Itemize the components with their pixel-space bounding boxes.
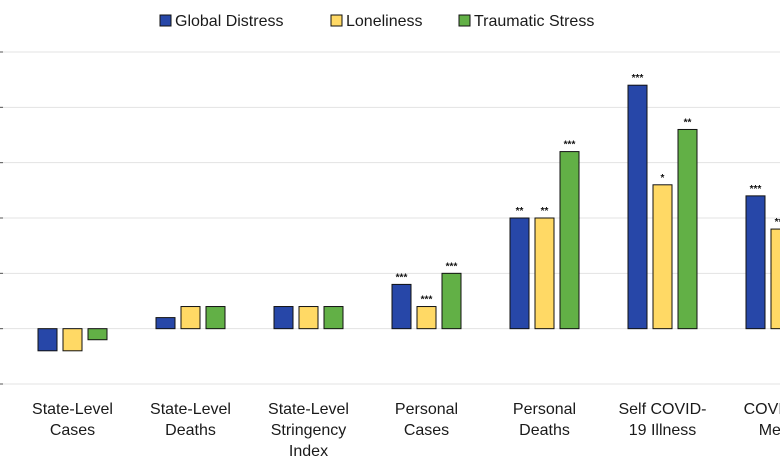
category-label: Deaths <box>519 422 570 439</box>
bar-loneliness <box>534 217 555 330</box>
bar-global-distress <box>391 283 412 330</box>
category-label: Self COVID- <box>618 401 706 418</box>
bar-global-distress <box>37 328 58 352</box>
category-label: Personal <box>513 401 576 418</box>
legend-swatch <box>458 14 471 27</box>
bar-traumatic-stress <box>441 272 462 330</box>
category-label: State-Level <box>32 401 113 418</box>
category-label: 19 Illness <box>629 422 697 439</box>
legend-label: Traumatic Stress <box>474 13 594 30</box>
bar-global-distress <box>273 306 294 330</box>
bar-global-distress <box>745 195 766 330</box>
significance-label: *** <box>446 261 458 272</box>
bar-loneliness <box>652 184 673 330</box>
bar-traumatic-stress <box>87 328 108 341</box>
significance-label: *** <box>750 184 762 195</box>
significance-label: ** <box>684 117 692 128</box>
category-label: Media <box>759 422 780 439</box>
bar-traumatic-stress <box>205 306 226 330</box>
significance-label: *** <box>564 140 576 151</box>
category-label: Cases <box>50 422 95 439</box>
category-label: Deaths <box>165 422 216 439</box>
legend-label: Global Distress <box>175 13 283 30</box>
category-label: Cases <box>404 422 449 439</box>
category-label: Personal <box>395 401 458 418</box>
bar-loneliness <box>62 328 83 352</box>
category-label: Index <box>289 443 328 460</box>
significance-label: *** <box>396 272 408 283</box>
bar-traumatic-stress <box>323 306 344 330</box>
category-label: COVID-19 <box>744 401 780 418</box>
bar-loneliness <box>298 306 319 330</box>
category-label: State-Level <box>268 401 349 418</box>
significance-label: *** <box>421 295 433 306</box>
category-label: Stringency <box>271 422 347 439</box>
legend-swatch <box>330 14 343 27</box>
bar-traumatic-stress <box>677 128 698 330</box>
significance-label: *** <box>775 217 780 228</box>
legend-swatch <box>159 14 172 27</box>
significance-label: ** <box>516 206 524 217</box>
significance-label: * <box>661 173 665 184</box>
category-label: State-Level <box>150 401 231 418</box>
bar-traumatic-stress <box>559 151 580 330</box>
bar-loneliness <box>770 228 780 330</box>
significance-label: ** <box>541 206 549 217</box>
bar-loneliness <box>180 306 201 330</box>
legend-label: Loneliness <box>346 13 423 30</box>
bar-global-distress <box>509 217 530 330</box>
bar-global-distress <box>627 84 648 330</box>
significance-label: *** <box>632 73 644 84</box>
bar-global-distress <box>155 317 176 330</box>
bar-loneliness <box>416 306 437 330</box>
